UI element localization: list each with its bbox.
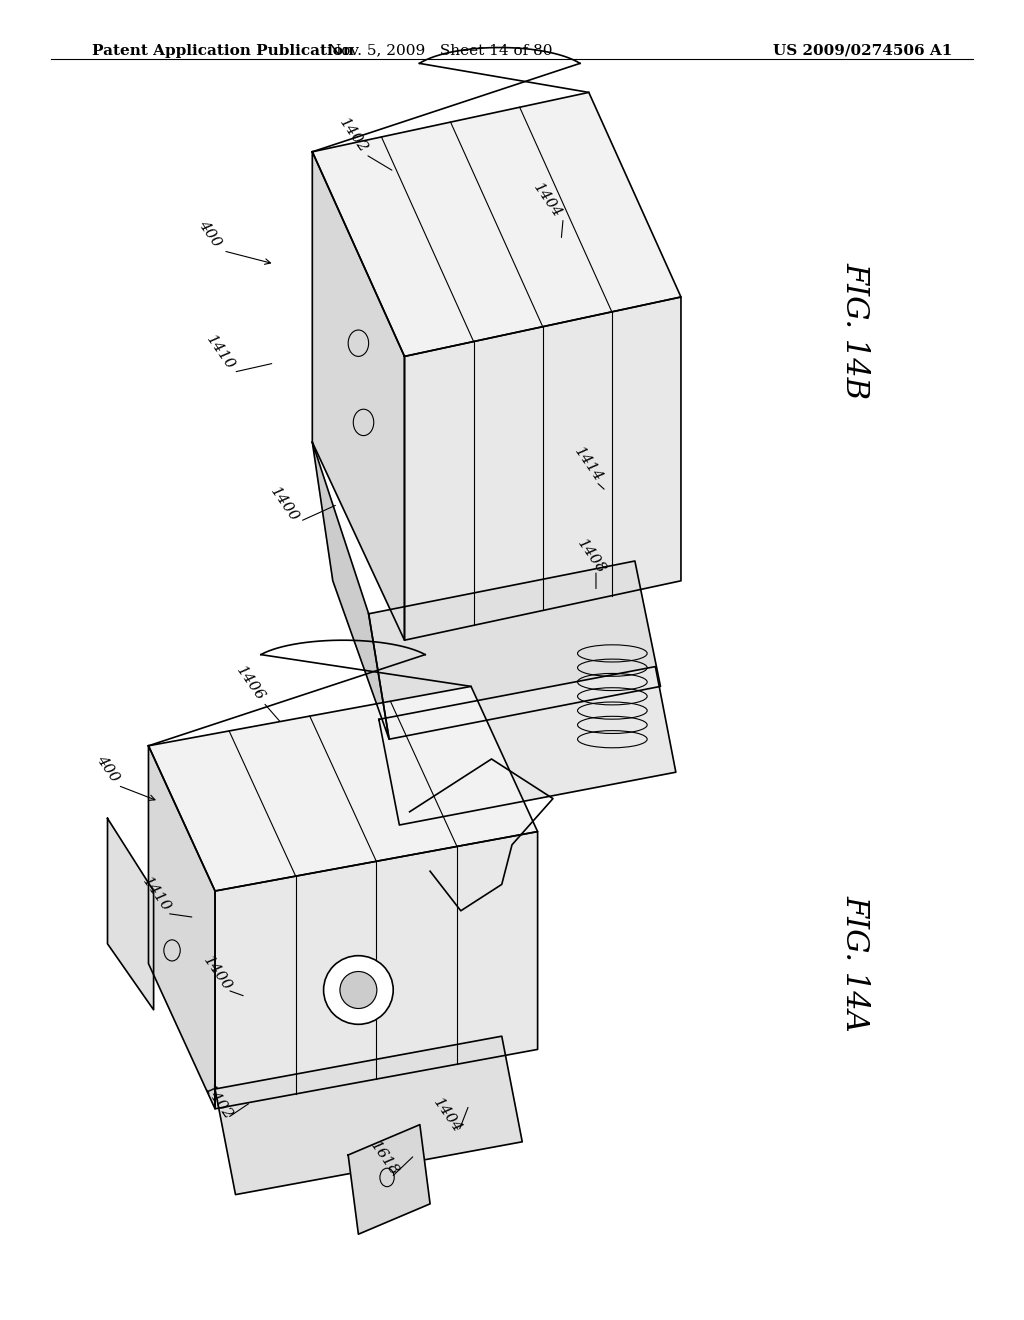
- Text: 400: 400: [93, 752, 122, 784]
- Polygon shape: [215, 1036, 522, 1195]
- Polygon shape: [312, 152, 404, 640]
- Polygon shape: [148, 746, 215, 1109]
- Ellipse shape: [324, 956, 393, 1024]
- Text: 1410: 1410: [203, 333, 238, 372]
- Polygon shape: [312, 92, 681, 356]
- Polygon shape: [404, 297, 681, 640]
- Text: 1408: 1408: [574, 537, 609, 577]
- Text: 1404: 1404: [530, 181, 565, 220]
- Text: 1410: 1410: [139, 875, 174, 915]
- Polygon shape: [348, 1125, 430, 1234]
- Text: Nov. 5, 2009   Sheet 14 of 80: Nov. 5, 2009 Sheet 14 of 80: [328, 44, 553, 58]
- Text: 1414: 1414: [571, 445, 606, 484]
- Polygon shape: [379, 667, 676, 825]
- Text: 1406: 1406: [233, 664, 268, 704]
- Text: 1404: 1404: [430, 1096, 465, 1135]
- Text: 1402: 1402: [336, 116, 371, 156]
- Polygon shape: [369, 561, 660, 739]
- Text: 1400: 1400: [200, 954, 234, 994]
- Text: 1402: 1402: [201, 1082, 236, 1122]
- Polygon shape: [108, 818, 154, 1010]
- Text: 400: 400: [196, 218, 224, 249]
- Text: 1400: 1400: [267, 484, 302, 524]
- Polygon shape: [215, 832, 538, 1109]
- Text: US 2009/0274506 A1: US 2009/0274506 A1: [773, 44, 952, 58]
- Text: Patent Application Publication: Patent Application Publication: [92, 44, 354, 58]
- Ellipse shape: [340, 972, 377, 1008]
- Text: 1618: 1618: [367, 1139, 401, 1179]
- Polygon shape: [148, 686, 538, 891]
- Text: FIG. 14A: FIG. 14A: [840, 895, 870, 1032]
- Text: FIG. 14B: FIG. 14B: [840, 261, 870, 399]
- Polygon shape: [312, 442, 389, 739]
